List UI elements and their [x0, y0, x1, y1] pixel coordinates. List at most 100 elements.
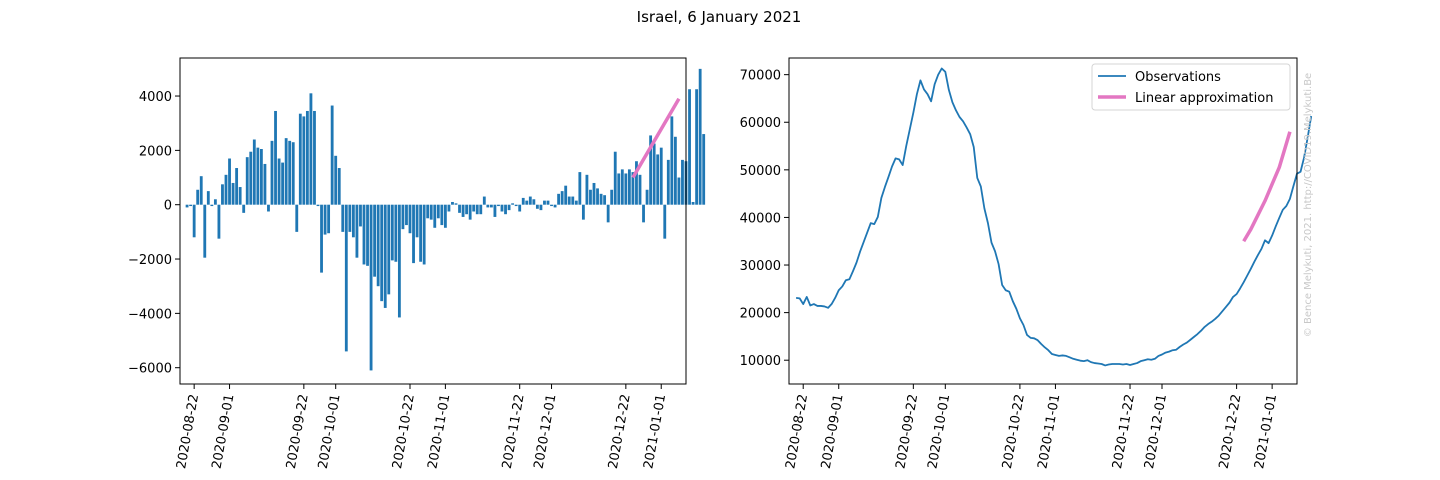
bar — [291, 142, 295, 205]
bar — [213, 199, 217, 205]
credit-text: © Bence Melykuti, 2021. http://COVID19.M… — [1303, 73, 1314, 337]
bar — [539, 204, 543, 211]
bar — [366, 204, 369, 266]
bar — [673, 136, 677, 205]
bar — [440, 204, 444, 226]
x-tick-label: 2020-08-22 — [174, 393, 202, 470]
linear-approximation-line — [631, 97, 681, 179]
bar — [500, 204, 504, 212]
x-tick-label: 2020-12-01 — [532, 393, 560, 470]
right-line-chart-panel: 10000 20000 30000 40000 50000 60000 70000 2020-… — [740, 57, 1313, 470]
bar — [620, 169, 624, 205]
bar — [199, 176, 203, 205]
bar — [351, 204, 355, 238]
x-tick-label: 2021-01-01 — [1252, 393, 1280, 470]
x-tick-label: 2020-11-01 — [425, 393, 453, 470]
bar — [504, 204, 507, 215]
bar — [249, 151, 253, 205]
bar — [702, 134, 706, 205]
bar — [221, 184, 224, 205]
bar — [521, 197, 525, 205]
bar — [369, 204, 373, 371]
x-tick-label: 2021-01-01 — [641, 393, 669, 470]
bar — [557, 193, 561, 205]
bar — [242, 204, 246, 213]
x-tick-label: 2020-11-22 — [1110, 393, 1138, 470]
x-tick-label: 2020-09-22 — [893, 393, 921, 470]
bar — [387, 204, 391, 295]
bar — [695, 89, 699, 205]
bar — [231, 182, 235, 205]
bar — [401, 204, 405, 230]
bar — [298, 113, 302, 205]
bar — [599, 193, 603, 205]
bar — [267, 204, 270, 212]
bar — [323, 204, 327, 235]
bar — [578, 172, 582, 205]
bar — [479, 204, 483, 215]
x-tick-label: 2020-11-01 — [1035, 393, 1063, 470]
bar — [532, 199, 536, 205]
bar — [617, 173, 621, 205]
bar — [610, 189, 614, 205]
y-tick-label: 0 — [164, 199, 172, 214]
bar — [238, 187, 242, 205]
bar — [408, 204, 412, 234]
bar — [451, 201, 454, 205]
bar — [203, 204, 207, 258]
bar — [550, 204, 553, 207]
bar — [592, 182, 596, 205]
bar — [348, 204, 352, 232]
bar — [454, 203, 458, 205]
bar — [274, 110, 277, 205]
bar — [376, 204, 380, 287]
y-tick-label: −4000 — [128, 307, 172, 322]
linear-approximation-line — [1242, 131, 1292, 243]
x-tick-label: 2020-12-22 — [1217, 393, 1245, 470]
bar — [553, 204, 557, 208]
bar — [585, 174, 589, 205]
bar — [192, 204, 196, 238]
axes-frame — [788, 57, 1298, 385]
bar — [259, 149, 263, 205]
x-tick-label: 2020-09-22 — [284, 393, 312, 470]
x-tick-label: 2020-10-22 — [1000, 393, 1028, 470]
bar — [316, 204, 320, 207]
bar — [642, 204, 645, 223]
bar — [571, 196, 575, 205]
bar — [546, 200, 550, 205]
x-tick-label: 2020-10-01 — [316, 393, 344, 470]
bar — [252, 139, 256, 205]
bar — [185, 204, 189, 208]
bar — [663, 204, 667, 239]
bar — [631, 172, 635, 205]
legend-observations-label: Observations — [1135, 70, 1221, 85]
bar — [436, 204, 440, 219]
bar — [419, 204, 423, 262]
bar — [649, 135, 653, 205]
bar — [355, 204, 359, 258]
x-tick-label: 2020-09-01 — [210, 393, 238, 470]
bar — [196, 189, 200, 205]
bar — [373, 204, 377, 277]
y-tick-label: 40000 — [740, 211, 781, 226]
bar — [564, 185, 568, 205]
bar — [543, 200, 546, 205]
bar — [574, 200, 578, 205]
x-tick-label: 2020-10-22 — [390, 393, 418, 470]
bar — [281, 162, 285, 205]
bar — [309, 93, 313, 205]
bar — [380, 204, 384, 302]
bar — [429, 204, 433, 220]
bar — [475, 204, 479, 215]
bar — [596, 188, 599, 205]
bar — [422, 204, 426, 265]
bar — [567, 196, 571, 205]
y-tick-label: 30000 — [740, 259, 781, 274]
bar — [412, 204, 415, 264]
bar — [224, 174, 228, 205]
bar — [210, 204, 214, 207]
bar — [415, 204, 419, 238]
bar — [256, 147, 260, 205]
